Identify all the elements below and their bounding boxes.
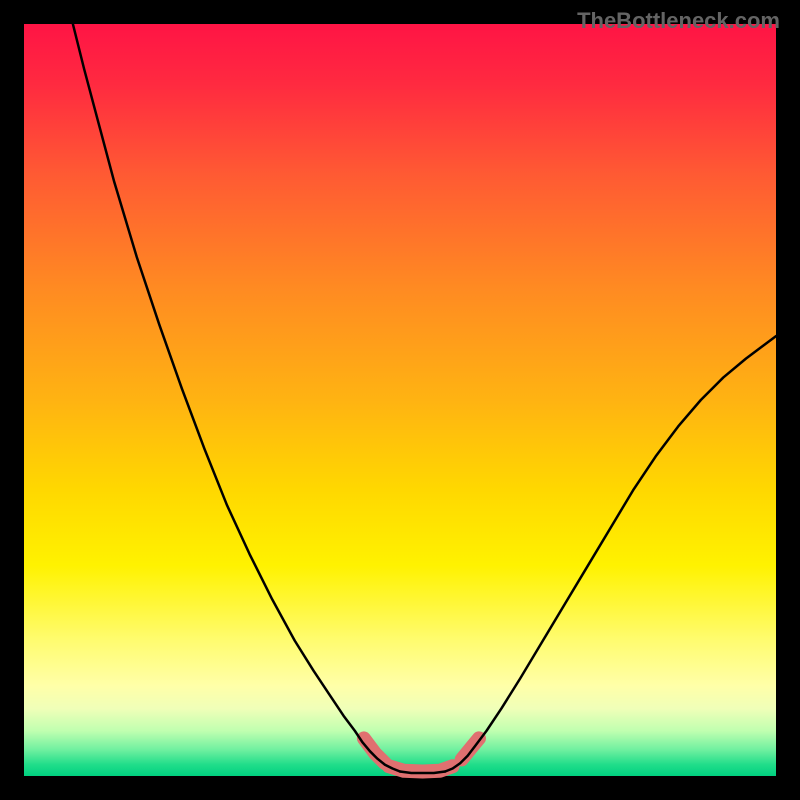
watermark-text: TheBottleneck.com xyxy=(577,8,780,34)
bottleneck-chart xyxy=(0,0,800,800)
chart-svg xyxy=(0,0,800,800)
